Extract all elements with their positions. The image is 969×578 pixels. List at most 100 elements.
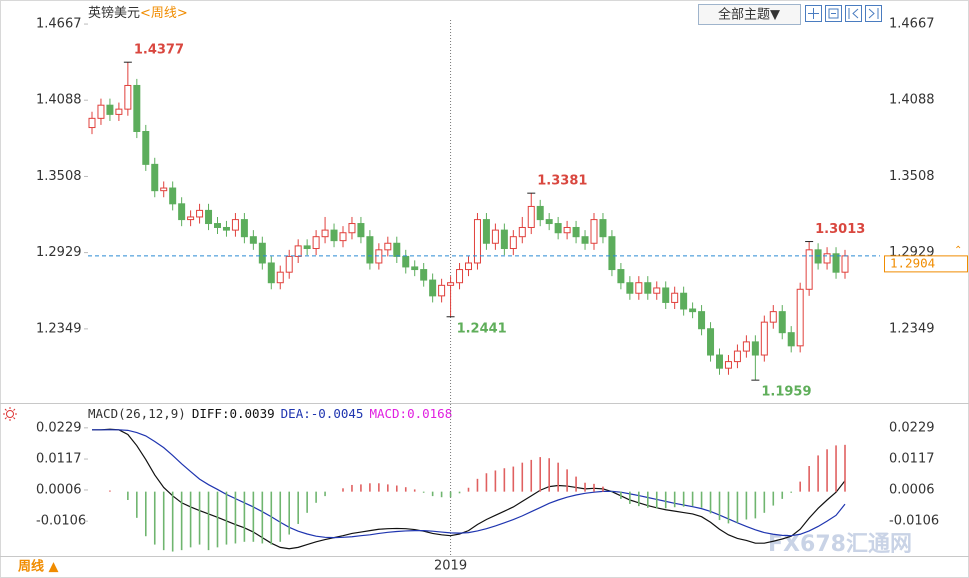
button-frame (698, 4, 801, 25)
candle-body (698, 311, 706, 330)
y2-tick-label: 0.0229 (889, 420, 935, 435)
candle-body (500, 229, 508, 250)
last-price-marker: ⌃ (954, 245, 962, 256)
candle-body (133, 84, 141, 132)
legend-value: 0.0039 (229, 406, 274, 421)
candle-body (841, 255, 849, 273)
theme-button[interactable]: 全部主题▼ (698, 4, 801, 25)
settings-icon[interactable] (3, 407, 17, 421)
candle-body (662, 287, 670, 303)
candle-body (581, 236, 589, 244)
candle-body (554, 223, 562, 234)
title-text: 英镑美元 (88, 5, 140, 21)
candle-body (205, 209, 213, 225)
candle-body (106, 104, 114, 115)
high-label: 1.3013 (815, 222, 865, 237)
y-tick-label: 1.2929 (36, 245, 82, 260)
candle-body (411, 266, 419, 271)
candle-body (805, 249, 813, 290)
crosshair-button[interactable] (805, 5, 822, 22)
candle-body (760, 321, 768, 356)
candle-body (88, 117, 96, 129)
candle-body (536, 205, 544, 221)
candle-body (653, 287, 661, 294)
candle-body (384, 242, 392, 251)
candle-body (599, 219, 607, 238)
candle-body (689, 308, 697, 313)
last-price-box (884, 255, 968, 273)
y2-tick-label: 1.4088 (889, 93, 935, 108)
candle-body (814, 249, 822, 264)
legend-name: MACD: (369, 406, 407, 421)
candle-body (375, 249, 383, 264)
candle-body (348, 223, 356, 234)
candle-body (249, 236, 257, 244)
y2-tick-label: 1.3508 (889, 169, 935, 184)
candle-body (330, 229, 338, 242)
low-label: 1.1959 (761, 385, 811, 400)
zoom-button[interactable] (825, 5, 842, 22)
candle-body (787, 332, 795, 347)
last-price-label: 1.2904 (890, 255, 935, 270)
candle-body (160, 187, 168, 192)
candle-body (796, 288, 804, 347)
candle-body (124, 84, 132, 110)
legend-label: MACD(26,12,9) (88, 406, 186, 421)
candle-body (733, 350, 741, 363)
macd-legend: MACD(26,12,9) DIFF:0.0039 DEA:-0.0045 MACD:… (88, 406, 452, 421)
candle-body (572, 226, 580, 238)
candle-body (240, 219, 248, 238)
scroll-right-button[interactable] (865, 5, 882, 22)
candle-body (769, 311, 777, 323)
candle-body (590, 219, 598, 244)
y-tick-label: 0.0006 (36, 482, 82, 497)
y-tick-label: 1.2349 (36, 321, 82, 336)
candle-body (366, 236, 374, 264)
candle-body (438, 284, 446, 297)
candle-body (482, 219, 490, 244)
candle-body (778, 311, 786, 334)
candle-body (151, 163, 159, 192)
candle-body (671, 292, 679, 303)
candle-body (473, 219, 481, 264)
candle-body (222, 226, 230, 231)
y-tick-label: 0.0229 (36, 420, 82, 435)
candle-body (267, 262, 275, 284)
candle-body (196, 209, 204, 218)
candle-body (214, 223, 221, 228)
toolbar (805, 5, 882, 22)
candle-body (178, 203, 186, 221)
candle-body (626, 282, 634, 294)
candle-body (707, 328, 715, 356)
scroll-left-button[interactable] (845, 5, 862, 22)
candle-body (115, 108, 123, 115)
period-button[interactable]: 周线 ▲ (18, 559, 59, 575)
candle-body (312, 236, 320, 250)
candle-body (258, 242, 266, 264)
candle-body (429, 279, 437, 297)
candle-body (294, 245, 302, 257)
high-label: 1.3381 (537, 174, 587, 189)
candle-body (303, 245, 311, 250)
candle-body (420, 269, 428, 281)
y2-tick-label: 0.0117 (889, 452, 935, 467)
candle-body (276, 271, 284, 284)
candle-body (751, 341, 759, 356)
candle-body (742, 341, 750, 352)
candle-body (231, 219, 239, 231)
candle-body (518, 226, 526, 238)
legend-value: -0.0045 (311, 406, 364, 421)
candle-body (644, 282, 652, 294)
x-tick-label: 2019 (434, 559, 467, 574)
candle-body (491, 229, 499, 244)
y2-tick-label: 0.0006 (889, 482, 935, 497)
candle-body (285, 255, 293, 273)
period-text: <周线> (140, 6, 188, 21)
chart-title: 英镑美元<周线> (88, 5, 188, 21)
candle-body (635, 282, 643, 294)
candle-body (608, 236, 616, 271)
candle-body (680, 292, 688, 310)
candle-body (402, 255, 410, 268)
candle-body (724, 361, 732, 369)
